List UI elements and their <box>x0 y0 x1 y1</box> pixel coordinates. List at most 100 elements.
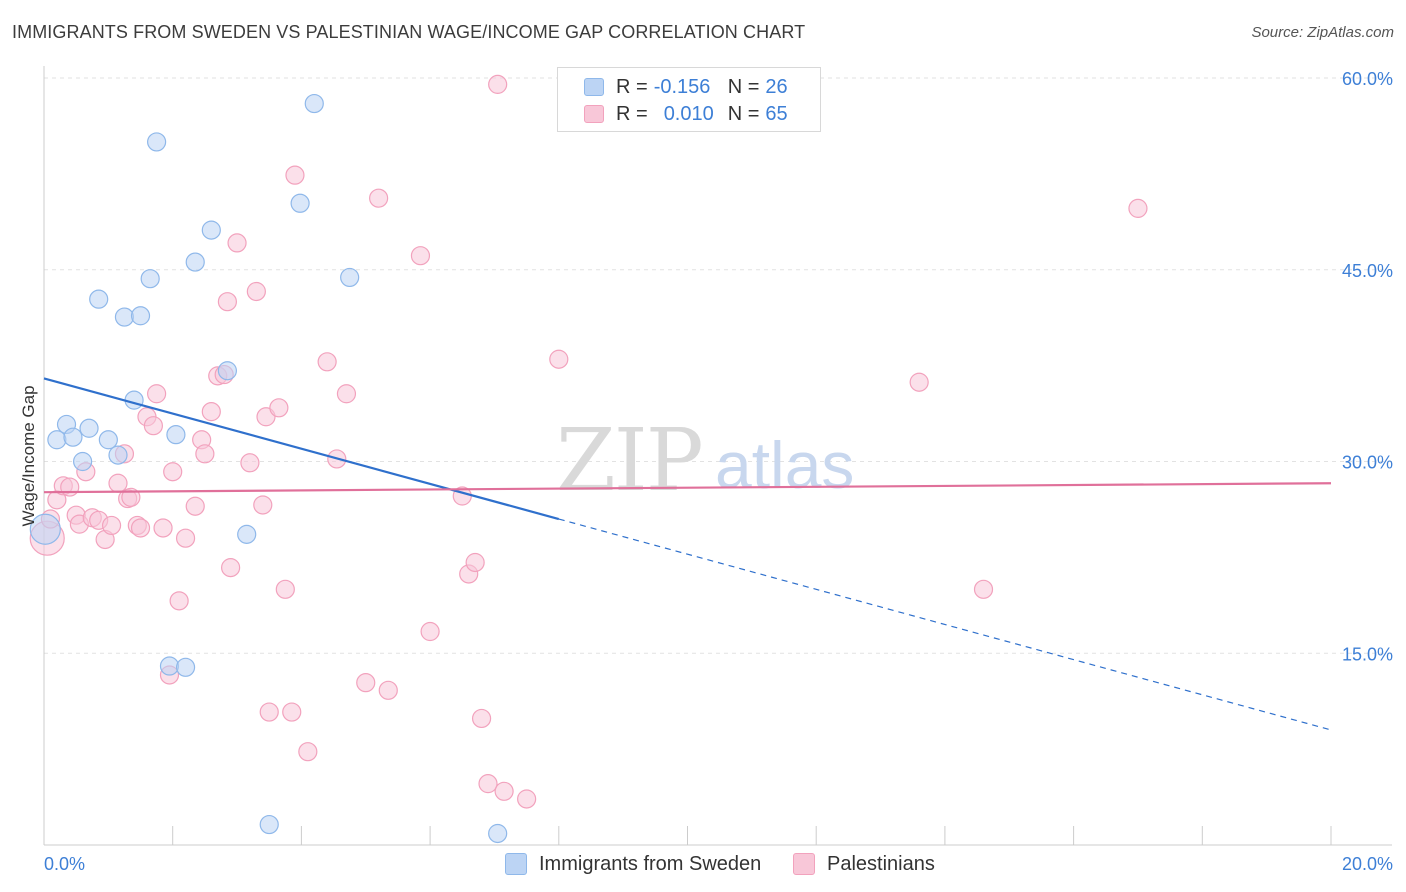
palestinian-point <box>195 444 215 464</box>
palestinian-point <box>471 708 492 729</box>
palestinian-point <box>488 74 508 94</box>
palestinian-point <box>227 233 247 253</box>
palestinian-point <box>298 742 318 762</box>
sweden-swatch <box>584 78 604 96</box>
r-value: -0.156 <box>653 75 711 98</box>
y-axis-label: Wage/Income Gap <box>19 385 38 526</box>
sweden-trend-extension <box>558 518 1332 731</box>
sweden-point <box>124 390 144 410</box>
sweden-point <box>130 306 151 326</box>
x-tick-label: 20.0% <box>1342 854 1393 874</box>
palestinian-point <box>378 680 398 700</box>
n-label: N = <box>727 75 760 98</box>
sweden-trend-line <box>43 377 560 521</box>
sweden-point <box>217 361 237 381</box>
r-label: R = <box>616 102 648 125</box>
palestinian-point <box>60 477 80 497</box>
r-value: 0.010 <box>663 102 714 125</box>
palestinian-point <box>282 702 302 722</box>
legend-item-palestinians[interactable]: Palestinians <box>793 851 935 877</box>
palestinian-point <box>478 774 498 794</box>
n-value: 26 <box>765 75 788 98</box>
sweden-point <box>185 252 205 272</box>
palestinian-point <box>221 558 241 578</box>
y-tick-label: 45.0% <box>1342 261 1393 281</box>
palestinians-swatch <box>584 105 604 123</box>
sweden-point <box>175 657 196 677</box>
sweden-point <box>237 524 257 544</box>
series-sweden <box>29 93 508 844</box>
palestinian-point <box>246 281 266 302</box>
tick-labels: 15.0% 30.0% 45.0% 60.0% 0.0% 20.0% <box>44 69 1393 874</box>
sweden-point <box>147 132 167 152</box>
palestinian-point <box>147 384 167 404</box>
sweden-point <box>47 430 67 450</box>
palestinian-point <box>143 416 163 436</box>
palestinian-point <box>517 789 537 809</box>
sweden-point <box>340 267 360 288</box>
stats-legend: R = -0.156 N = 26 R = 0.010 N = 65 <box>557 67 821 132</box>
sweden-point <box>114 307 135 327</box>
sweden-point <box>201 220 221 240</box>
y-tick-label: 60.0% <box>1342 69 1393 89</box>
palestinian-point <box>909 372 929 392</box>
palestinian-point <box>285 165 305 185</box>
palestinian-point <box>549 349 569 369</box>
palestinian-point <box>973 579 994 599</box>
sweden-point <box>488 823 508 844</box>
axes <box>43 66 1392 846</box>
x-tick-label: 0.0% <box>44 854 85 874</box>
palestinians-trend-line <box>43 482 1332 494</box>
sweden-point <box>29 513 61 545</box>
palestinian-point <box>275 579 295 599</box>
palestinian-point <box>201 402 221 422</box>
palestinian-point <box>269 398 289 418</box>
palestinian-point <box>101 515 122 536</box>
stats-row-sweden: R = -0.156 N = 26 <box>584 74 788 100</box>
palestinian-point <box>217 292 237 312</box>
trend-lines <box>43 377 1332 731</box>
n-label: N = <box>727 102 760 125</box>
sweden-point <box>140 269 160 289</box>
palestinian-point <box>253 495 273 515</box>
sweden-point <box>63 427 83 447</box>
sweden-point <box>98 430 118 450</box>
sweden-point <box>304 93 324 114</box>
palestinian-point <box>494 781 514 801</box>
palestinian-point <box>336 384 357 404</box>
sweden-point <box>73 451 93 472</box>
palestinian-point <box>175 528 196 548</box>
chart-title: IMMIGRANTS FROM SWEDEN VS PALESTINIAN WA… <box>12 22 806 42</box>
palestinians-legend-swatch <box>793 853 815 875</box>
stats-row-palestinians: R = 0.010 N = 65 <box>584 101 788 127</box>
palestinian-point <box>169 591 189 611</box>
y-tick-label: 30.0% <box>1342 453 1393 473</box>
watermark-atlas: atlas <box>715 428 854 502</box>
palestinian-point <box>153 518 173 538</box>
watermark: ZIP atlas <box>556 411 854 511</box>
palestinians-legend-label: Palestinians <box>827 852 935 875</box>
palestinian-point <box>121 487 141 507</box>
palestinian-point <box>130 518 151 538</box>
sweden-point <box>79 418 99 438</box>
palestinian-point <box>369 188 389 208</box>
palestinian-point <box>465 552 485 573</box>
n-value: 65 <box>765 102 788 125</box>
palestinian-point <box>356 673 376 693</box>
palestinian-point <box>317 352 337 372</box>
sweden-point <box>108 445 128 465</box>
legend-item-sweden[interactable]: Immigrants from Sweden <box>505 851 761 877</box>
gridlines <box>44 77 1392 654</box>
sweden-point <box>166 425 186 445</box>
sweden-point <box>290 193 310 213</box>
r-label: R = <box>616 75 648 98</box>
sweden-point <box>259 814 279 835</box>
sweden-point <box>89 289 109 309</box>
palestinian-point <box>185 496 205 516</box>
palestinian-point <box>259 702 279 722</box>
palestinian-point <box>420 621 440 642</box>
sweden-point <box>159 656 180 676</box>
sweden-legend-label: Immigrants from Sweden <box>539 852 762 875</box>
y-tick-label: 15.0% <box>1342 644 1393 664</box>
